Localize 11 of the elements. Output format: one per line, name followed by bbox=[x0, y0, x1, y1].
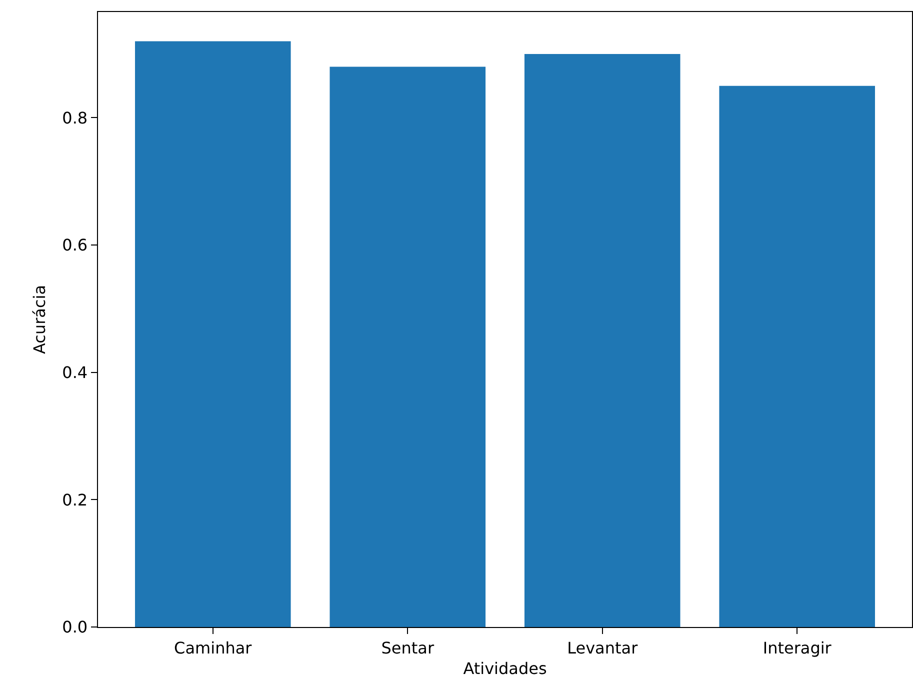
x-tick-label: Interagir bbox=[762, 638, 832, 658]
y-tick-label: 0.6 bbox=[62, 236, 88, 255]
x-tick-label: Caminhar bbox=[174, 638, 252, 658]
y-tick-label: 0.0 bbox=[62, 618, 88, 637]
y-tick-label: 0.8 bbox=[62, 108, 88, 128]
x-axis-title: Atividades bbox=[463, 659, 547, 678]
x-tick-label: Sentar bbox=[381, 638, 434, 658]
y-axis-title: Acurácia bbox=[30, 284, 50, 354]
y-tick-label: 0.2 bbox=[62, 490, 88, 510]
x-tick-label: Levantar bbox=[567, 638, 638, 658]
y-tick-label: 0.4 bbox=[62, 362, 88, 382]
